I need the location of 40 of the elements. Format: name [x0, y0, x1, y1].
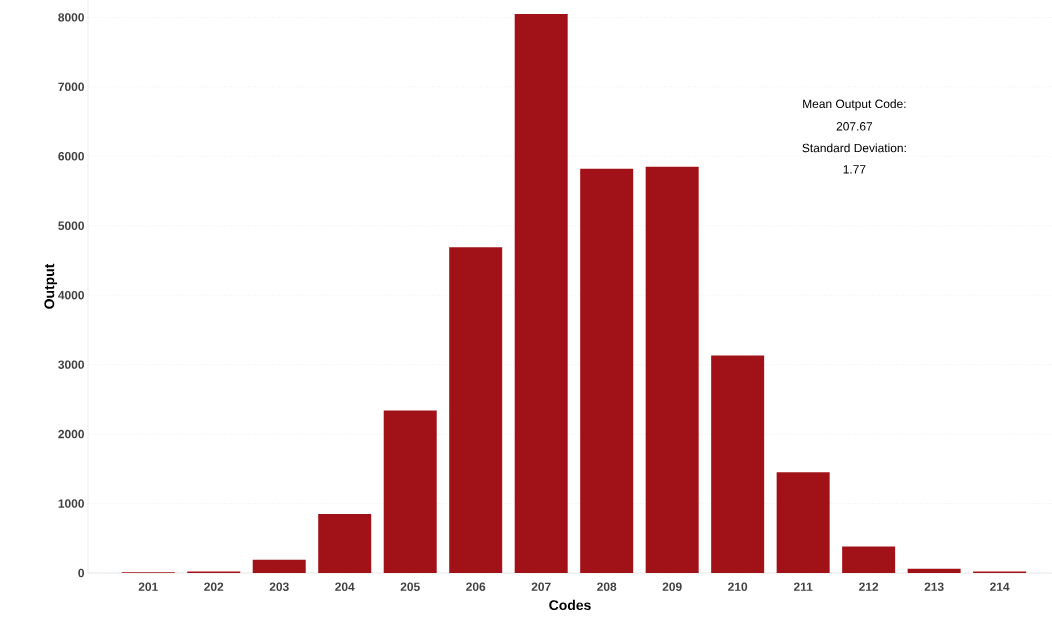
x-tick-label: 210: [728, 582, 748, 591]
y-tick-label: 6000: [58, 152, 84, 161]
bar: [776, 472, 830, 573]
annotation: Standard Deviation:: [802, 143, 906, 153]
bar: [907, 568, 961, 573]
annotation: 1.77: [843, 165, 866, 174]
y-tick-label: 7000: [58, 82, 84, 92]
x-tick-label: 202: [204, 582, 224, 591]
x-tick-label: 201: [138, 582, 158, 591]
x-tick-label: 211: [793, 582, 813, 591]
y-tick-label: 5000: [58, 221, 84, 230]
annotation: 207.67: [836, 122, 873, 131]
y-tick-label: 8000: [58, 13, 84, 22]
bar: [842, 546, 896, 573]
bar: [252, 559, 306, 573]
bar: [318, 513, 372, 573]
bar: [580, 168, 634, 573]
y-tick-label: 2000: [58, 429, 84, 439]
x-tick-label: 205: [400, 582, 420, 591]
x-tick-label: 209: [662, 582, 682, 591]
x-tick-label: 213: [924, 582, 944, 591]
x-tick-label: 214: [990, 582, 1010, 591]
y-tick-label: 1000: [58, 499, 84, 508]
x-tick-label: 204: [335, 582, 355, 591]
x-tick-label: 208: [597, 582, 617, 591]
y-tick-label: 3000: [58, 360, 84, 369]
annotation: Mean Output Code:: [803, 99, 906, 111]
y-tick-label: 4000: [58, 290, 84, 300]
y-tick-label: 0: [78, 568, 84, 578]
x-tick-label: 203: [269, 582, 289, 591]
bar: [645, 166, 699, 573]
x-axis-title: Codes: [549, 599, 591, 611]
y-axis-title: Output: [44, 263, 58, 309]
bar: [514, 13, 568, 573]
bar: [711, 355, 765, 573]
bar: [449, 247, 503, 573]
x-tick-label: 212: [859, 582, 879, 591]
x-tick-label: 207: [531, 582, 551, 591]
x-tick-label: 206: [466, 582, 486, 591]
bar: [383, 410, 437, 573]
